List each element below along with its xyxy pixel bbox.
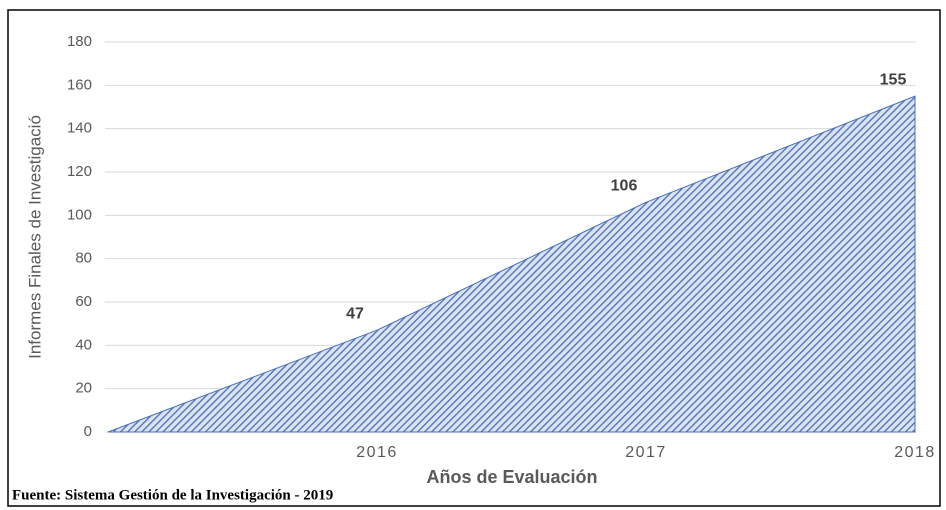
x-tick-label: 2018 (894, 444, 936, 461)
y-tick-label: 40 (75, 336, 92, 353)
y-tick-label: 160 (67, 76, 92, 93)
x-axis-label: Años de Evaluación (426, 467, 597, 487)
y-tick-label: 60 (75, 293, 92, 310)
data-label: 47 (346, 305, 364, 322)
data-label: 155 (880, 71, 907, 88)
y-tick-label: 120 (67, 163, 92, 180)
x-tick-label: 2016 (356, 444, 398, 461)
x-tick-label: 2017 (625, 444, 667, 461)
y-tick-label: 100 (67, 206, 92, 223)
area (107, 95, 916, 433)
frame (7, 9, 941, 507)
y-tick-label: 20 (75, 380, 92, 397)
y-tick-label: 80 (75, 250, 92, 267)
source-note: Fuente: Sistema Gestión de la Investigac… (12, 487, 333, 503)
y-axis-label: Informes Finales de Investigació (25, 115, 44, 359)
y-tick-label: 0 (84, 423, 92, 440)
y-tick-label: 180 (67, 33, 92, 50)
y-tick-label: 140 (67, 120, 92, 137)
data-label: 106 (611, 178, 638, 195)
